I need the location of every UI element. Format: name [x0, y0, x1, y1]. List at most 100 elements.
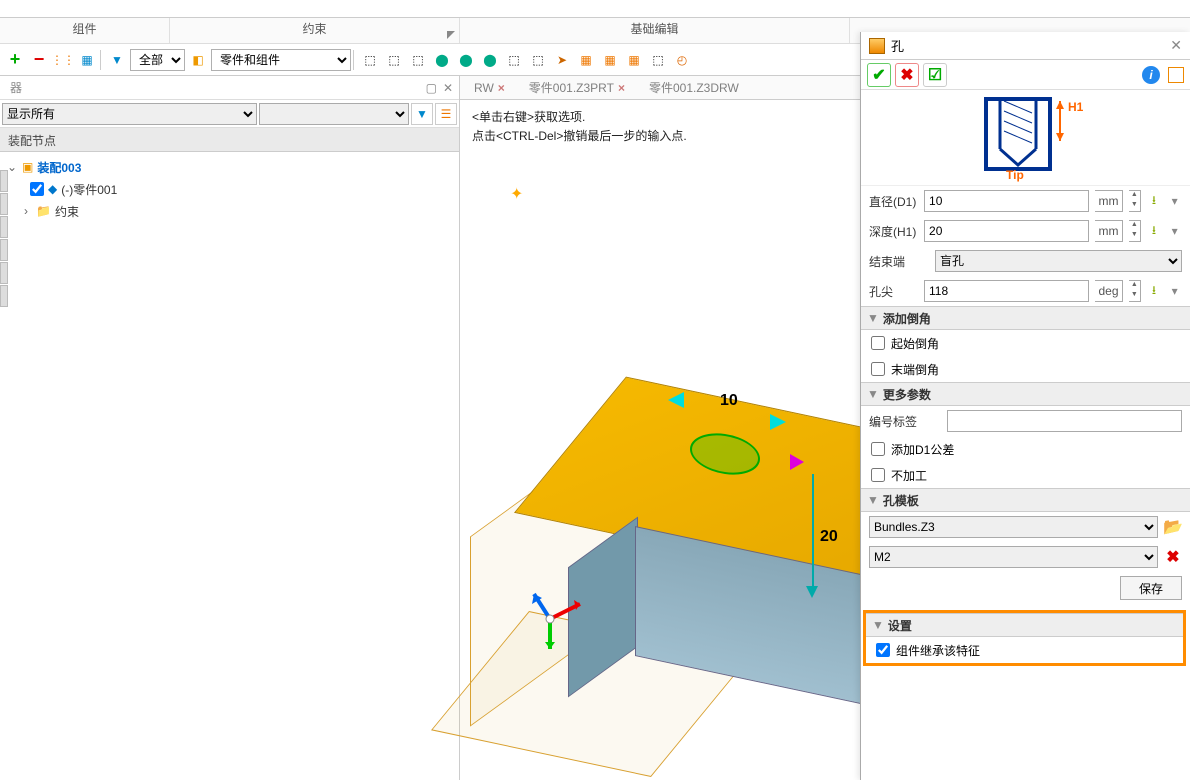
ribbon-group-baseedit: 基础编辑 — [460, 18, 850, 43]
tip-spinner[interactable]: ▲▼ — [1129, 280, 1141, 302]
tree-constraint[interactable]: › 📁 约束 — [20, 200, 455, 222]
display-filter-2[interactable] — [259, 103, 409, 125]
start-chamfer-checkbox[interactable] — [871, 336, 885, 350]
hole-panel: 孔 ✕ ✔ ✖ ☑ i H1 Tip 直径(D1) mm ▲▼ — [860, 32, 1190, 780]
save-button[interactable]: 保存 — [1120, 576, 1182, 600]
tool-icon[interactable]: ▦ — [623, 49, 645, 71]
file-tab[interactable]: 零件001.Z3PRT× — [521, 77, 633, 98]
h1-spinner[interactable]: ▲▼ — [1129, 220, 1141, 242]
cursor-icon: ✦ — [510, 184, 523, 204]
tool-icon[interactable]: ⬚ — [503, 49, 525, 71]
restore-icon[interactable]: ▢ — [426, 81, 437, 95]
side-tab[interactable] — [0, 216, 8, 238]
compass-icon[interactable]: ◴ — [671, 49, 693, 71]
tip-unit[interactable]: deg — [1095, 280, 1123, 302]
d1-input[interactable] — [924, 190, 1089, 212]
side-tab[interactable] — [0, 285, 8, 307]
tool-icon[interactable]: ⬤ — [479, 49, 501, 71]
h1-unit[interactable]: mm — [1095, 220, 1123, 242]
tool-icon[interactable]: ⬚ — [383, 49, 405, 71]
funnel-icon[interactable]: ▼ — [106, 49, 128, 71]
file-tab[interactable]: 零件001.Z3DRW — [641, 77, 747, 98]
measure-icon[interactable]: ⭳ — [1147, 222, 1162, 240]
add-icon[interactable]: + — [4, 49, 26, 71]
d1-unit[interactable]: mm — [1095, 190, 1123, 212]
tip-input[interactable] — [924, 280, 1089, 302]
origin-triad-icon — [530, 584, 590, 654]
side-tab[interactable] — [0, 239, 8, 261]
d1-spinner[interactable]: ▲▼ — [1129, 190, 1141, 212]
funnel-icon[interactable]: ▼ — [411, 103, 433, 125]
d1-tol-checkbox[interactable] — [871, 442, 885, 456]
close-icon[interactable]: ✕ — [443, 81, 453, 95]
folder-icon[interactable]: 📂 — [1164, 518, 1182, 536]
end-select[interactable]: 盲孔 — [935, 250, 1182, 272]
filter-type[interactable]: 零件和组件 — [211, 49, 351, 71]
close-icon[interactable]: × — [618, 81, 625, 95]
expand-icon[interactable]: › — [20, 204, 32, 218]
list-icon[interactable]: ☰ — [435, 103, 457, 125]
h1-input[interactable] — [924, 220, 1089, 242]
grid-icon[interactable]: ⋮⋮ — [52, 49, 74, 71]
arrow-icon[interactable]: ➤ — [551, 49, 573, 71]
ribbon-expand-icon[interactable] — [447, 31, 455, 39]
tool-icon[interactable]: ⬤ — [431, 49, 453, 71]
tool-icon[interactable]: ⬚ — [647, 49, 669, 71]
file-tab[interactable]: RW× — [466, 79, 513, 97]
dropdown-icon[interactable]: ▾ — [1167, 222, 1182, 240]
section-more[interactable]: ▼更多参数 — [861, 382, 1190, 406]
filter-scope[interactable]: 全部 — [130, 49, 185, 71]
section-chamfer[interactable]: ▼添加倒角 — [861, 306, 1190, 330]
remove-icon[interactable]: − — [28, 49, 50, 71]
tool-icon[interactable]: ⬚ — [359, 49, 381, 71]
svg-text:H1: H1 — [1068, 100, 1084, 114]
help-icon[interactable] — [1168, 67, 1184, 83]
side-tabs — [0, 170, 8, 308]
part-visible-checkbox[interactable] — [30, 182, 44, 196]
apply-button[interactable]: ☑ — [923, 63, 947, 87]
side-tab[interactable] — [0, 193, 8, 215]
bundle-select[interactable]: Bundles.Z3 — [869, 516, 1158, 538]
tree-part[interactable]: ◆ (-)零件001 — [30, 178, 455, 200]
side-tab[interactable] — [0, 262, 8, 284]
dim-arrow-icon — [770, 414, 794, 430]
inherit-checkbox[interactable] — [876, 643, 890, 657]
direction-arrow-icon[interactable] — [790, 454, 812, 470]
nomach-checkbox[interactable] — [871, 468, 885, 482]
tool-icon[interactable]: ⬚ — [407, 49, 429, 71]
dim-value[interactable]: 10 — [720, 392, 738, 410]
section-settings[interactable]: ▼设置 — [866, 613, 1183, 637]
hole-icon — [869, 38, 885, 54]
select-icon[interactable]: ▦ — [76, 49, 98, 71]
tool-icon[interactable]: ⬚ — [527, 49, 549, 71]
display-filter[interactable]: 显示所有 — [2, 103, 257, 125]
info-icon[interactable]: i — [1142, 66, 1160, 84]
tool-icon[interactable]: ▦ — [575, 49, 597, 71]
menu-bar — [0, 0, 1190, 18]
dim-value[interactable]: 20 — [820, 528, 838, 546]
dropdown-icon[interactable]: ▾ — [1167, 192, 1182, 210]
section-template[interactable]: ▼孔模板 — [861, 488, 1190, 512]
size-select[interactable]: M2 — [869, 546, 1158, 568]
tree-root[interactable]: ⌄ ▣ 装配003 — [6, 156, 455, 178]
end-chamfer-checkbox[interactable] — [871, 362, 885, 376]
measure-icon[interactable]: ⭳ — [1147, 282, 1162, 300]
delete-icon[interactable]: ✖ — [1164, 548, 1182, 566]
cube-icon[interactable]: ◧ — [187, 49, 209, 71]
settings-highlight-box: ▼设置 组件继承该特征 — [863, 610, 1186, 666]
assembly-tree: ⌄ ▣ 装配003 ◆ (-)零件001 › 📁 约束 — [0, 152, 459, 780]
side-tab[interactable] — [0, 170, 8, 192]
ok-button[interactable]: ✔ — [867, 63, 891, 87]
tip-label: 孔尖 — [869, 283, 918, 300]
svg-text:Tip: Tip — [1006, 168, 1024, 182]
hole-preview-diagram: H1 Tip — [861, 90, 1190, 186]
close-icon[interactable]: × — [498, 81, 505, 95]
tool-icon[interactable]: ⬤ — [455, 49, 477, 71]
cancel-button[interactable]: ✖ — [895, 63, 919, 87]
measure-icon[interactable]: ⭳ — [1147, 192, 1162, 210]
tree-header: 装配节点 — [0, 128, 459, 152]
dropdown-icon[interactable]: ▾ — [1167, 282, 1182, 300]
close-icon[interactable]: ✕ — [1170, 37, 1182, 54]
tag-input[interactable] — [947, 410, 1182, 432]
tool-icon[interactable]: ▦ — [599, 49, 621, 71]
